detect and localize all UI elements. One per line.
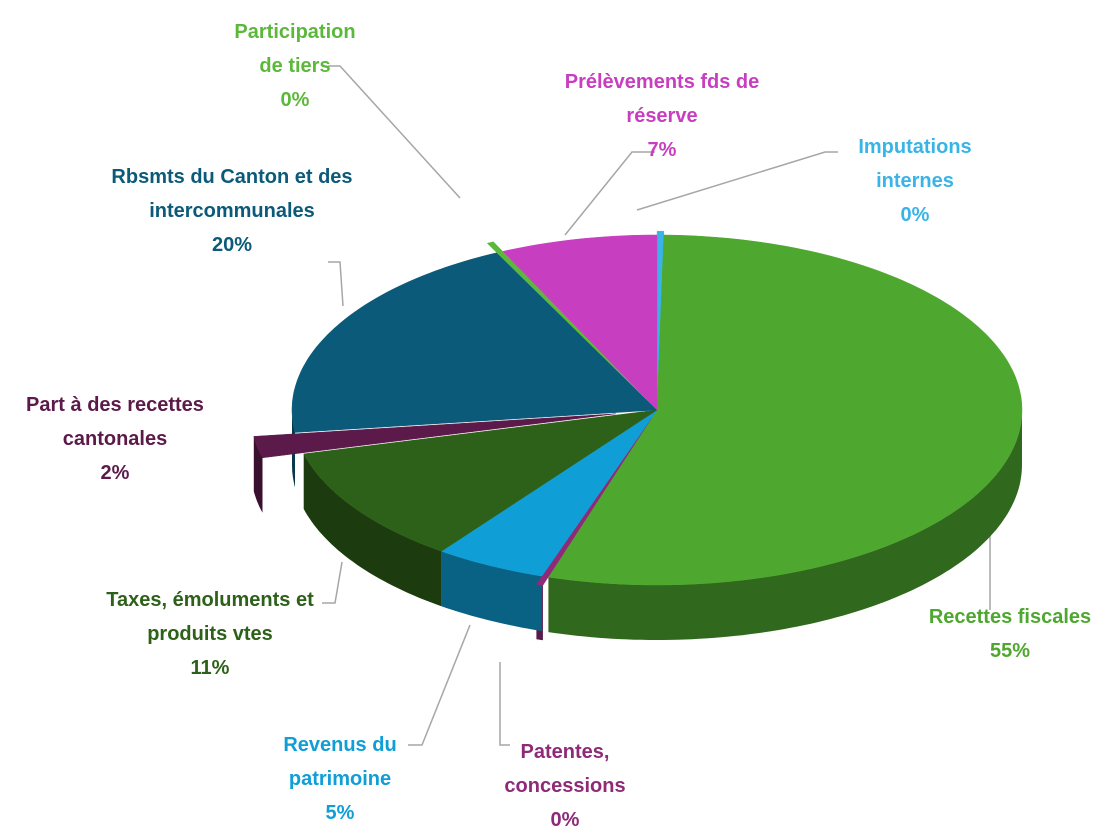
category-label: Imputations internes xyxy=(858,136,972,192)
data-label: Patentes, concessions 0% xyxy=(485,735,645,827)
leader-line xyxy=(328,261,344,307)
data-label: Rbsmts du Canton et des intercommunales 2… xyxy=(84,160,380,262)
leader-line xyxy=(636,151,838,211)
leader-line xyxy=(408,624,471,746)
slice-side xyxy=(253,436,263,513)
slice xyxy=(303,409,658,552)
value-label: 5% xyxy=(325,802,355,824)
value-label: 55% xyxy=(989,640,1031,662)
value-label: 7% xyxy=(647,139,677,161)
leader-lines xyxy=(322,65,991,746)
data-label: Prélèvements fds de réserve 7% xyxy=(557,65,767,167)
category-label: Prélèvements fds de réserve xyxy=(564,71,760,127)
leader-line xyxy=(328,65,461,199)
data-label: Imputations internes 0% xyxy=(840,130,990,232)
value-label: 2% xyxy=(100,462,130,484)
slice xyxy=(253,413,616,459)
data-label: Part à des recettes cantonales 2% xyxy=(0,388,233,490)
slice xyxy=(547,234,1023,586)
category-label: Patentes, concessions xyxy=(504,741,626,797)
data-label: Recettes fiscales 55% xyxy=(912,600,1108,668)
value-label: 0% xyxy=(550,809,580,827)
slice-side xyxy=(441,551,542,632)
data-label: Participation de tiers 0% xyxy=(220,15,370,117)
leader-line xyxy=(499,662,510,746)
data-label: Taxes, émoluments et produits vtes 11% xyxy=(94,583,326,685)
category-label: Revenus du patrimoine xyxy=(283,734,397,790)
data-label: Revenus du patrimoine 5% xyxy=(265,728,415,827)
value-label: 0% xyxy=(900,204,930,226)
value-label: 11% xyxy=(190,657,230,679)
slice xyxy=(440,409,658,577)
leader-line xyxy=(322,561,343,604)
category-label: Part à des recettes cantonales xyxy=(26,394,204,450)
slice xyxy=(291,252,658,433)
value-label: 0% xyxy=(280,89,310,111)
category-label: Recettes fiscales xyxy=(928,606,1092,628)
value-label: 20% xyxy=(211,234,253,256)
category-label: Participation de tiers xyxy=(234,21,356,77)
category-label: Taxes, émoluments et produits vtes xyxy=(106,589,314,645)
slice-side xyxy=(548,410,1022,640)
slice xyxy=(502,234,658,411)
category-label: Rbsmts du Canton et des intercommunales xyxy=(111,166,353,222)
slice-side xyxy=(303,453,442,607)
leader-line xyxy=(564,151,655,236)
